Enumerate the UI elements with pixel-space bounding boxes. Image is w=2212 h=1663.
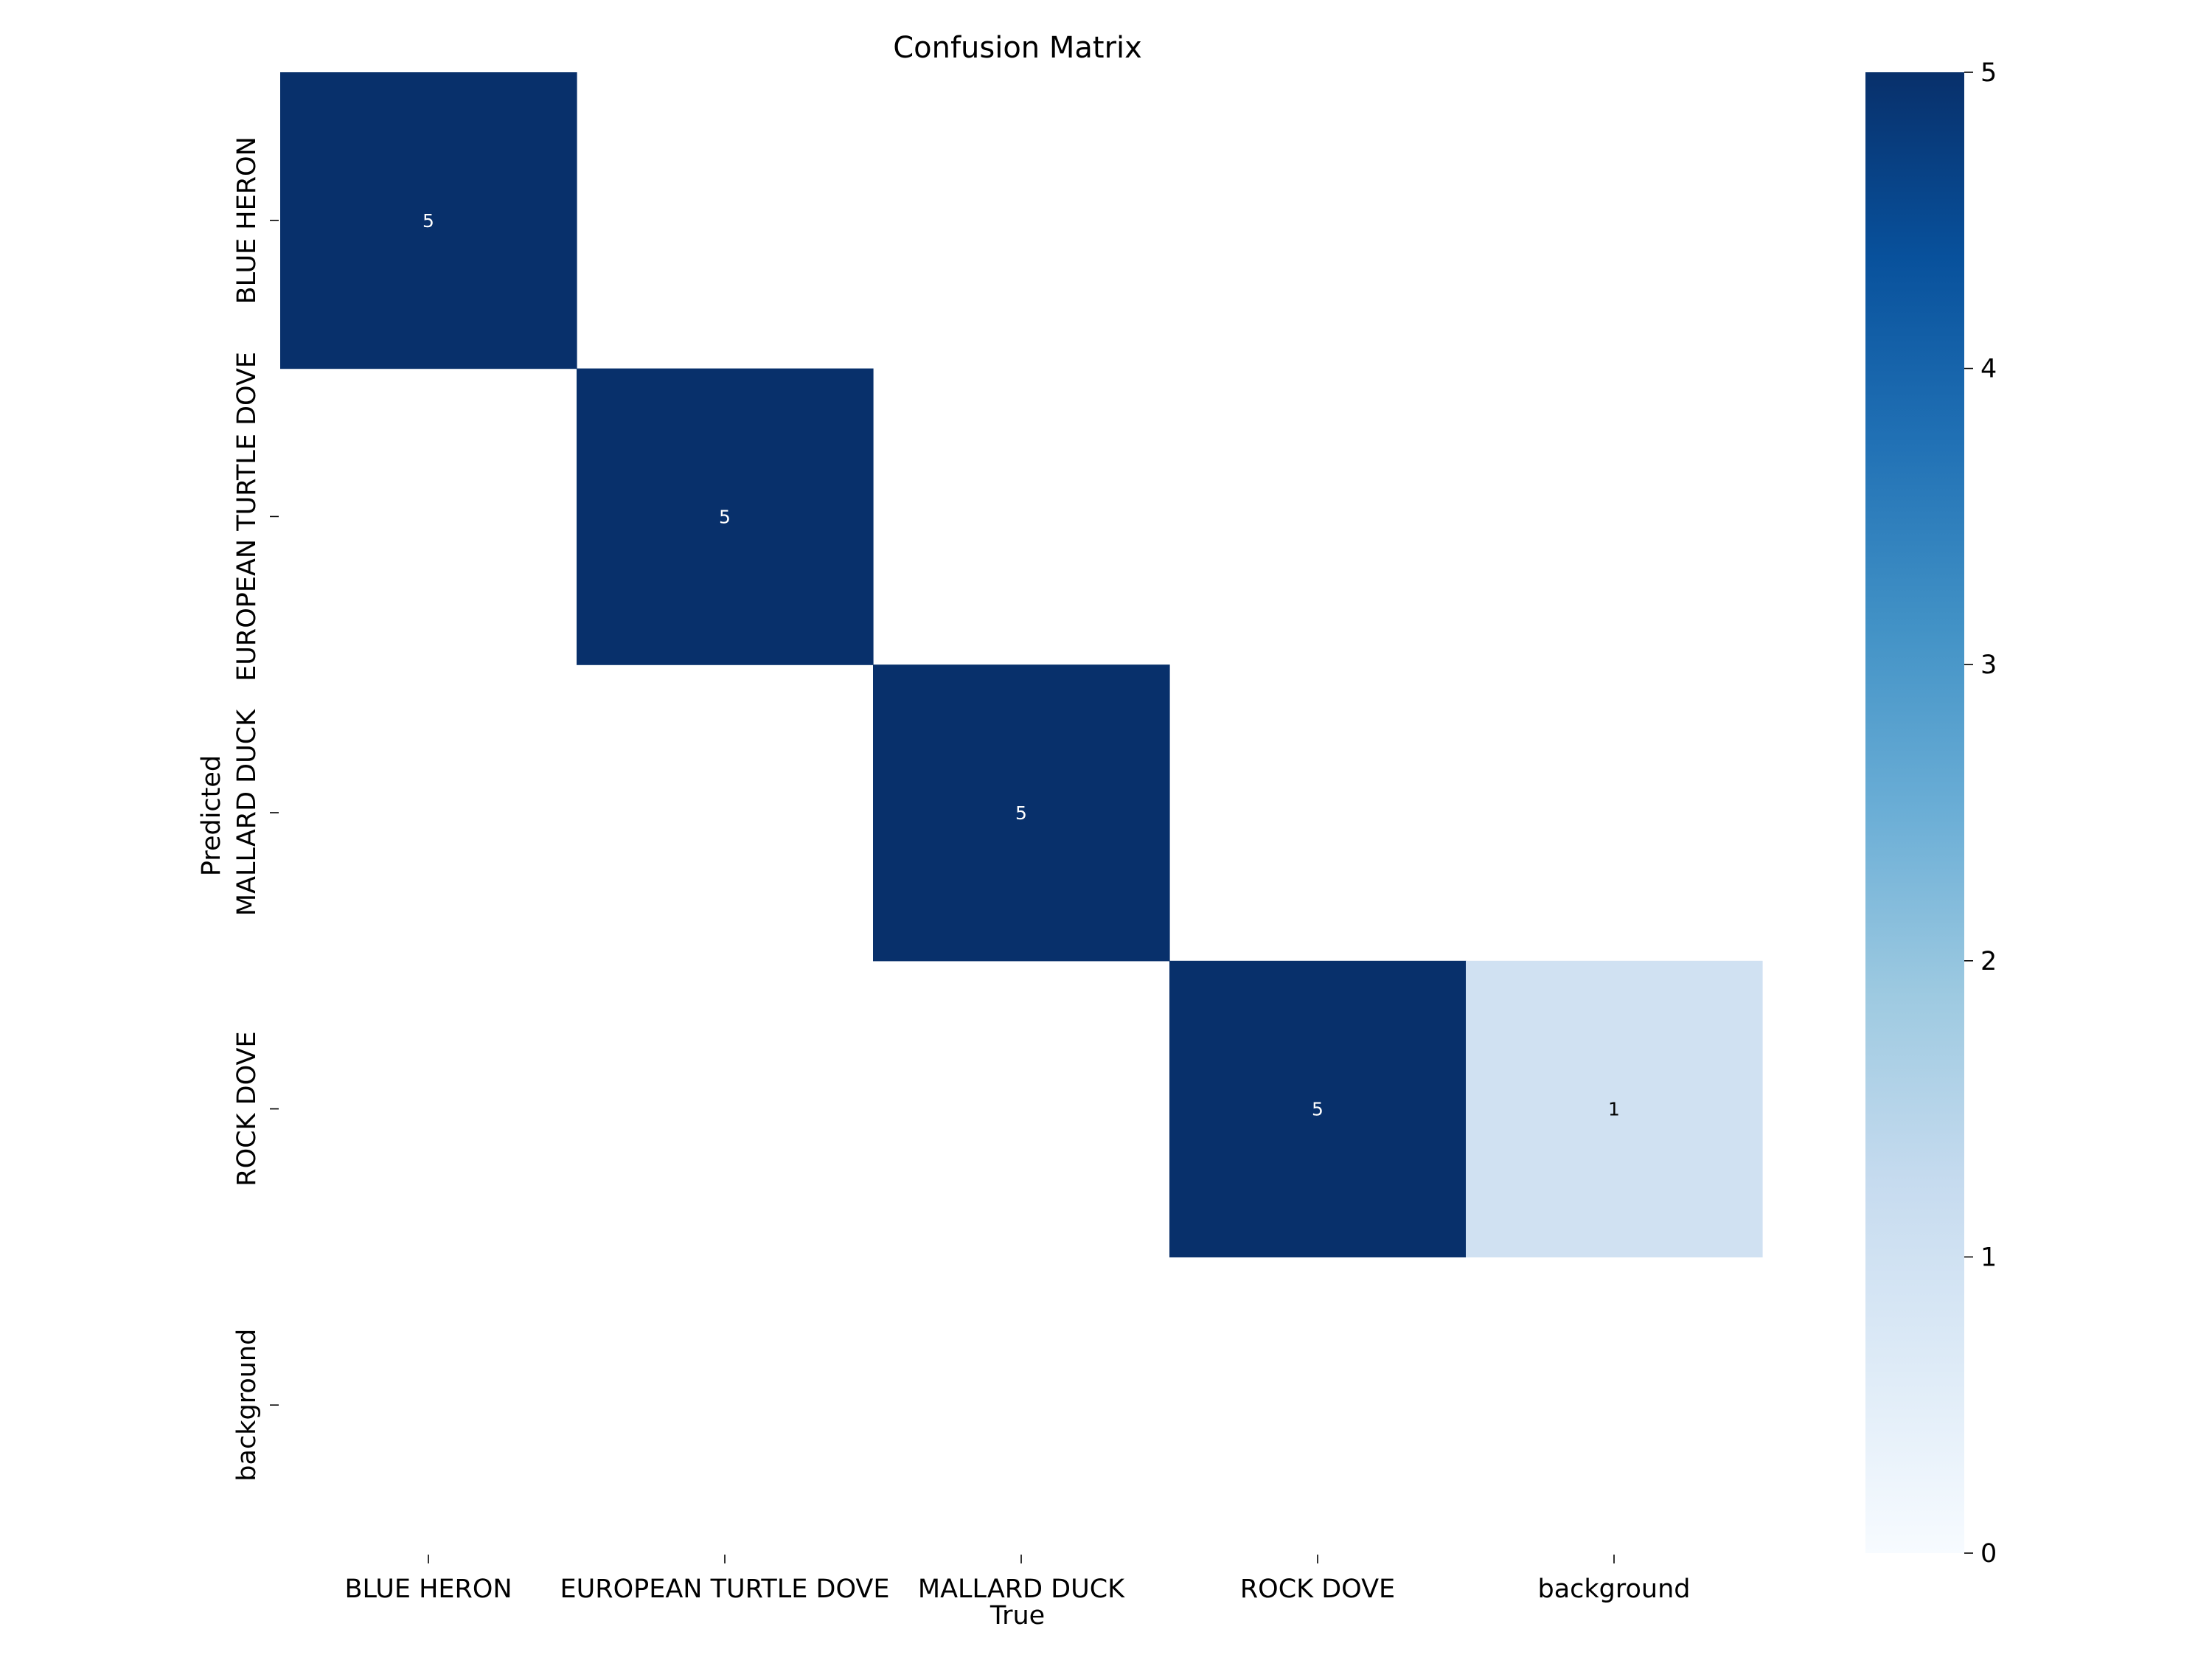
x-tick-label-european-turtle-dove: EUROPEAN TURTLE DOVE (560, 1575, 890, 1604)
colorbar-ticks: 0 1 2 3 4 5 (1964, 58, 1997, 1569)
cell-value-r1-c1: 5 (719, 506, 731, 527)
x-tick-label-background: background (1537, 1575, 1690, 1604)
cell-r0-c0 (280, 72, 577, 369)
colorbar (1865, 72, 1964, 1553)
cell-r3-c3 (1169, 960, 1467, 1257)
y-tick-label-european-turtle-dove: EUROPEAN TURTLE DOVE (232, 352, 262, 681)
cell-value-r3-c3: 5 (1312, 1099, 1324, 1120)
colorbar-tick-label-2: 2 (1980, 947, 1997, 976)
x-axis-label: True (990, 1601, 1045, 1631)
y-axis-ticks: BLUE HERON EUROPEAN TURTLE DOVE MALLARD DU… (232, 136, 279, 1482)
chart-title: Confusion Matrix (893, 31, 1142, 65)
colorbar-tick-label-0: 0 (1980, 1539, 1997, 1569)
y-tick-label-background: background (232, 1329, 262, 1482)
x-axis-ticks: BLUE HERON EUROPEAN TURTLE DOVE MALLARD DU… (344, 1555, 1691, 1604)
cell-r2-c2 (873, 664, 1170, 962)
colorbar-tick-label-5: 5 (1980, 58, 1997, 88)
cell-value-r0-c0: 5 (422, 210, 434, 232)
colorbar-tick-label-3: 3 (1980, 650, 1997, 680)
cell-r3-c4 (1466, 960, 1763, 1257)
colorbar-tick-label-4: 4 (1980, 355, 1997, 384)
cell-value-r2-c2: 5 (1015, 802, 1027, 824)
x-tick-label-blue-heron: BLUE HERON (344, 1575, 512, 1604)
colorbar-tick-label-1: 1 (1980, 1243, 1997, 1272)
y-tick-label-mallard-duck: MALLARD DUCK (232, 709, 262, 916)
heatmap-cells: 5 5 5 5 1 (280, 72, 1763, 1257)
cell-r1-c1 (577, 368, 874, 665)
x-tick-label-mallard-duck: MALLARD DUCK (918, 1575, 1125, 1604)
y-tick-label-rock-dove: ROCK DOVE (232, 1031, 262, 1186)
cell-value-r3-c4: 1 (1608, 1099, 1620, 1120)
y-tick-label-blue-heron: BLUE HERON (232, 136, 262, 304)
x-tick-label-rock-dove: ROCK DOVE (1240, 1575, 1395, 1604)
y-axis-label: Predicted (197, 755, 226, 876)
